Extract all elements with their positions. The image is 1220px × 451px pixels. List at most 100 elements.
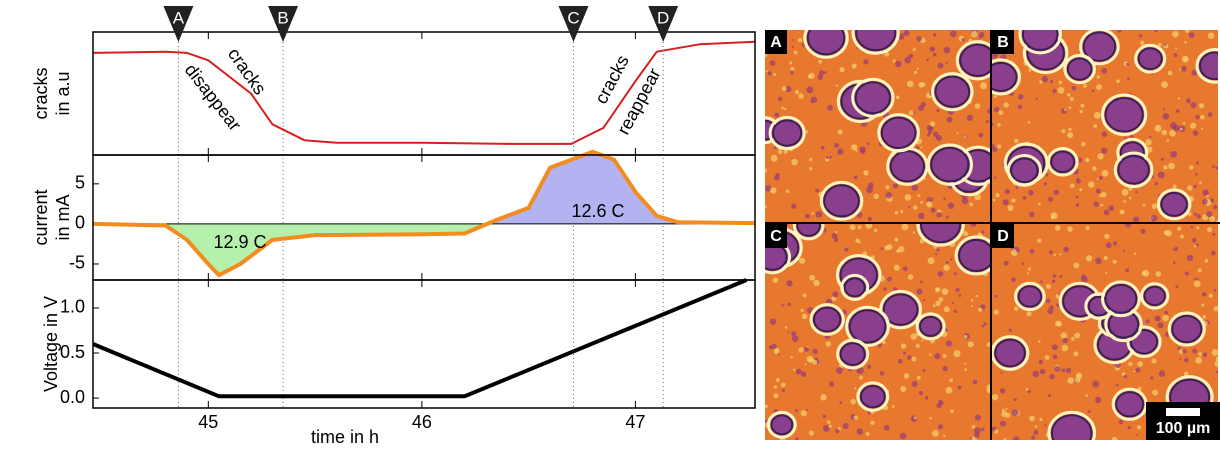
- grain: [889, 150, 926, 183]
- texture: [805, 130, 809, 133]
- texture: [1202, 315, 1207, 319]
- texture: [1010, 249, 1018, 256]
- texture: [835, 84, 838, 87]
- texture: [1161, 129, 1167, 136]
- texture: [1140, 40, 1145, 45]
- texture: [1095, 257, 1102, 265]
- texture: [1025, 387, 1029, 391]
- grain: [796, 224, 821, 237]
- texture: [1022, 196, 1027, 200]
- texture: [1195, 114, 1200, 120]
- texture: [1047, 308, 1054, 315]
- y-tick-label: 0.5: [60, 342, 85, 362]
- texture: [1049, 373, 1055, 380]
- texture: [921, 339, 924, 342]
- texture: [812, 348, 818, 354]
- texture: [1125, 268, 1130, 273]
- grain-outline: [1100, 93, 1148, 137]
- texture: [887, 276, 893, 282]
- texture: [1142, 269, 1150, 277]
- texture: [866, 142, 870, 146]
- y-tick-label: 1.0: [60, 297, 85, 317]
- texture: [1212, 232, 1216, 236]
- texture: [1179, 127, 1183, 131]
- grain: [806, 30, 846, 56]
- texture: [791, 158, 798, 166]
- texture: [1202, 352, 1208, 358]
- texture: [815, 211, 823, 218]
- texture: [1047, 393, 1052, 398]
- texture: [787, 331, 790, 334]
- texture: [800, 371, 807, 377]
- texture: [903, 351, 906, 355]
- texture: [810, 96, 818, 103]
- texture: [1211, 165, 1215, 169]
- series-line: [92, 40, 756, 145]
- grain-outline: [803, 30, 849, 59]
- texture: [1045, 298, 1051, 304]
- texture: [942, 365, 948, 372]
- grain: [855, 30, 897, 52]
- grain-outline: [992, 335, 1030, 371]
- texture: [781, 388, 786, 393]
- texture: [961, 38, 965, 42]
- texture: [805, 408, 808, 412]
- texture: [1085, 225, 1090, 230]
- texture: [1149, 135, 1152, 139]
- texture: [967, 341, 974, 348]
- area-positive: [93, 155, 755, 224]
- texture: [1067, 132, 1074, 139]
- grain: [919, 224, 962, 244]
- series-line: [92, 149, 756, 278]
- micrograph: [765, 30, 991, 222]
- texture: [928, 130, 932, 135]
- texture: [1173, 246, 1179, 252]
- texture: [916, 67, 919, 70]
- texture: [938, 297, 944, 302]
- texture: [919, 280, 923, 284]
- texture: [807, 74, 812, 79]
- texture: [774, 112, 780, 118]
- texture: [895, 95, 900, 100]
- x-tick-label: 47: [625, 412, 645, 432]
- texture: [1031, 435, 1036, 440]
- texture: [894, 237, 899, 242]
- texture: [831, 233, 838, 239]
- series-line: [92, 278, 748, 399]
- texture: [849, 224, 856, 231]
- texture: [882, 340, 886, 345]
- grain-outline: [792, 224, 825, 241]
- texture: [936, 108, 940, 113]
- grain-outline: [1006, 153, 1043, 187]
- texture: [1182, 122, 1186, 125]
- texture: [1058, 80, 1063, 85]
- texture: [1127, 425, 1131, 430]
- texture: [916, 288, 923, 295]
- texture: [1188, 32, 1195, 38]
- texture: [1179, 358, 1182, 361]
- texture: [1040, 280, 1043, 283]
- texture: [1079, 188, 1083, 192]
- texture: [980, 427, 985, 432]
- texture: [853, 175, 858, 180]
- texture: [897, 246, 905, 253]
- texture: [937, 424, 944, 430]
- texture: [790, 355, 793, 359]
- texture: [1211, 250, 1216, 256]
- texture: [943, 306, 950, 313]
- texture: [1150, 73, 1153, 76]
- texture: [902, 266, 908, 272]
- texture: [1038, 360, 1043, 365]
- texture: [994, 294, 998, 298]
- grain-outline: [1134, 43, 1167, 74]
- texture: [972, 379, 978, 385]
- texture: [918, 390, 924, 396]
- texture: [1011, 409, 1019, 417]
- texture: [1198, 352, 1203, 356]
- texture: [791, 203, 797, 209]
- texture: [922, 369, 926, 372]
- texture: [1184, 30, 1190, 33]
- texture: [866, 186, 873, 194]
- texture: [992, 122, 994, 127]
- texture: [801, 313, 808, 320]
